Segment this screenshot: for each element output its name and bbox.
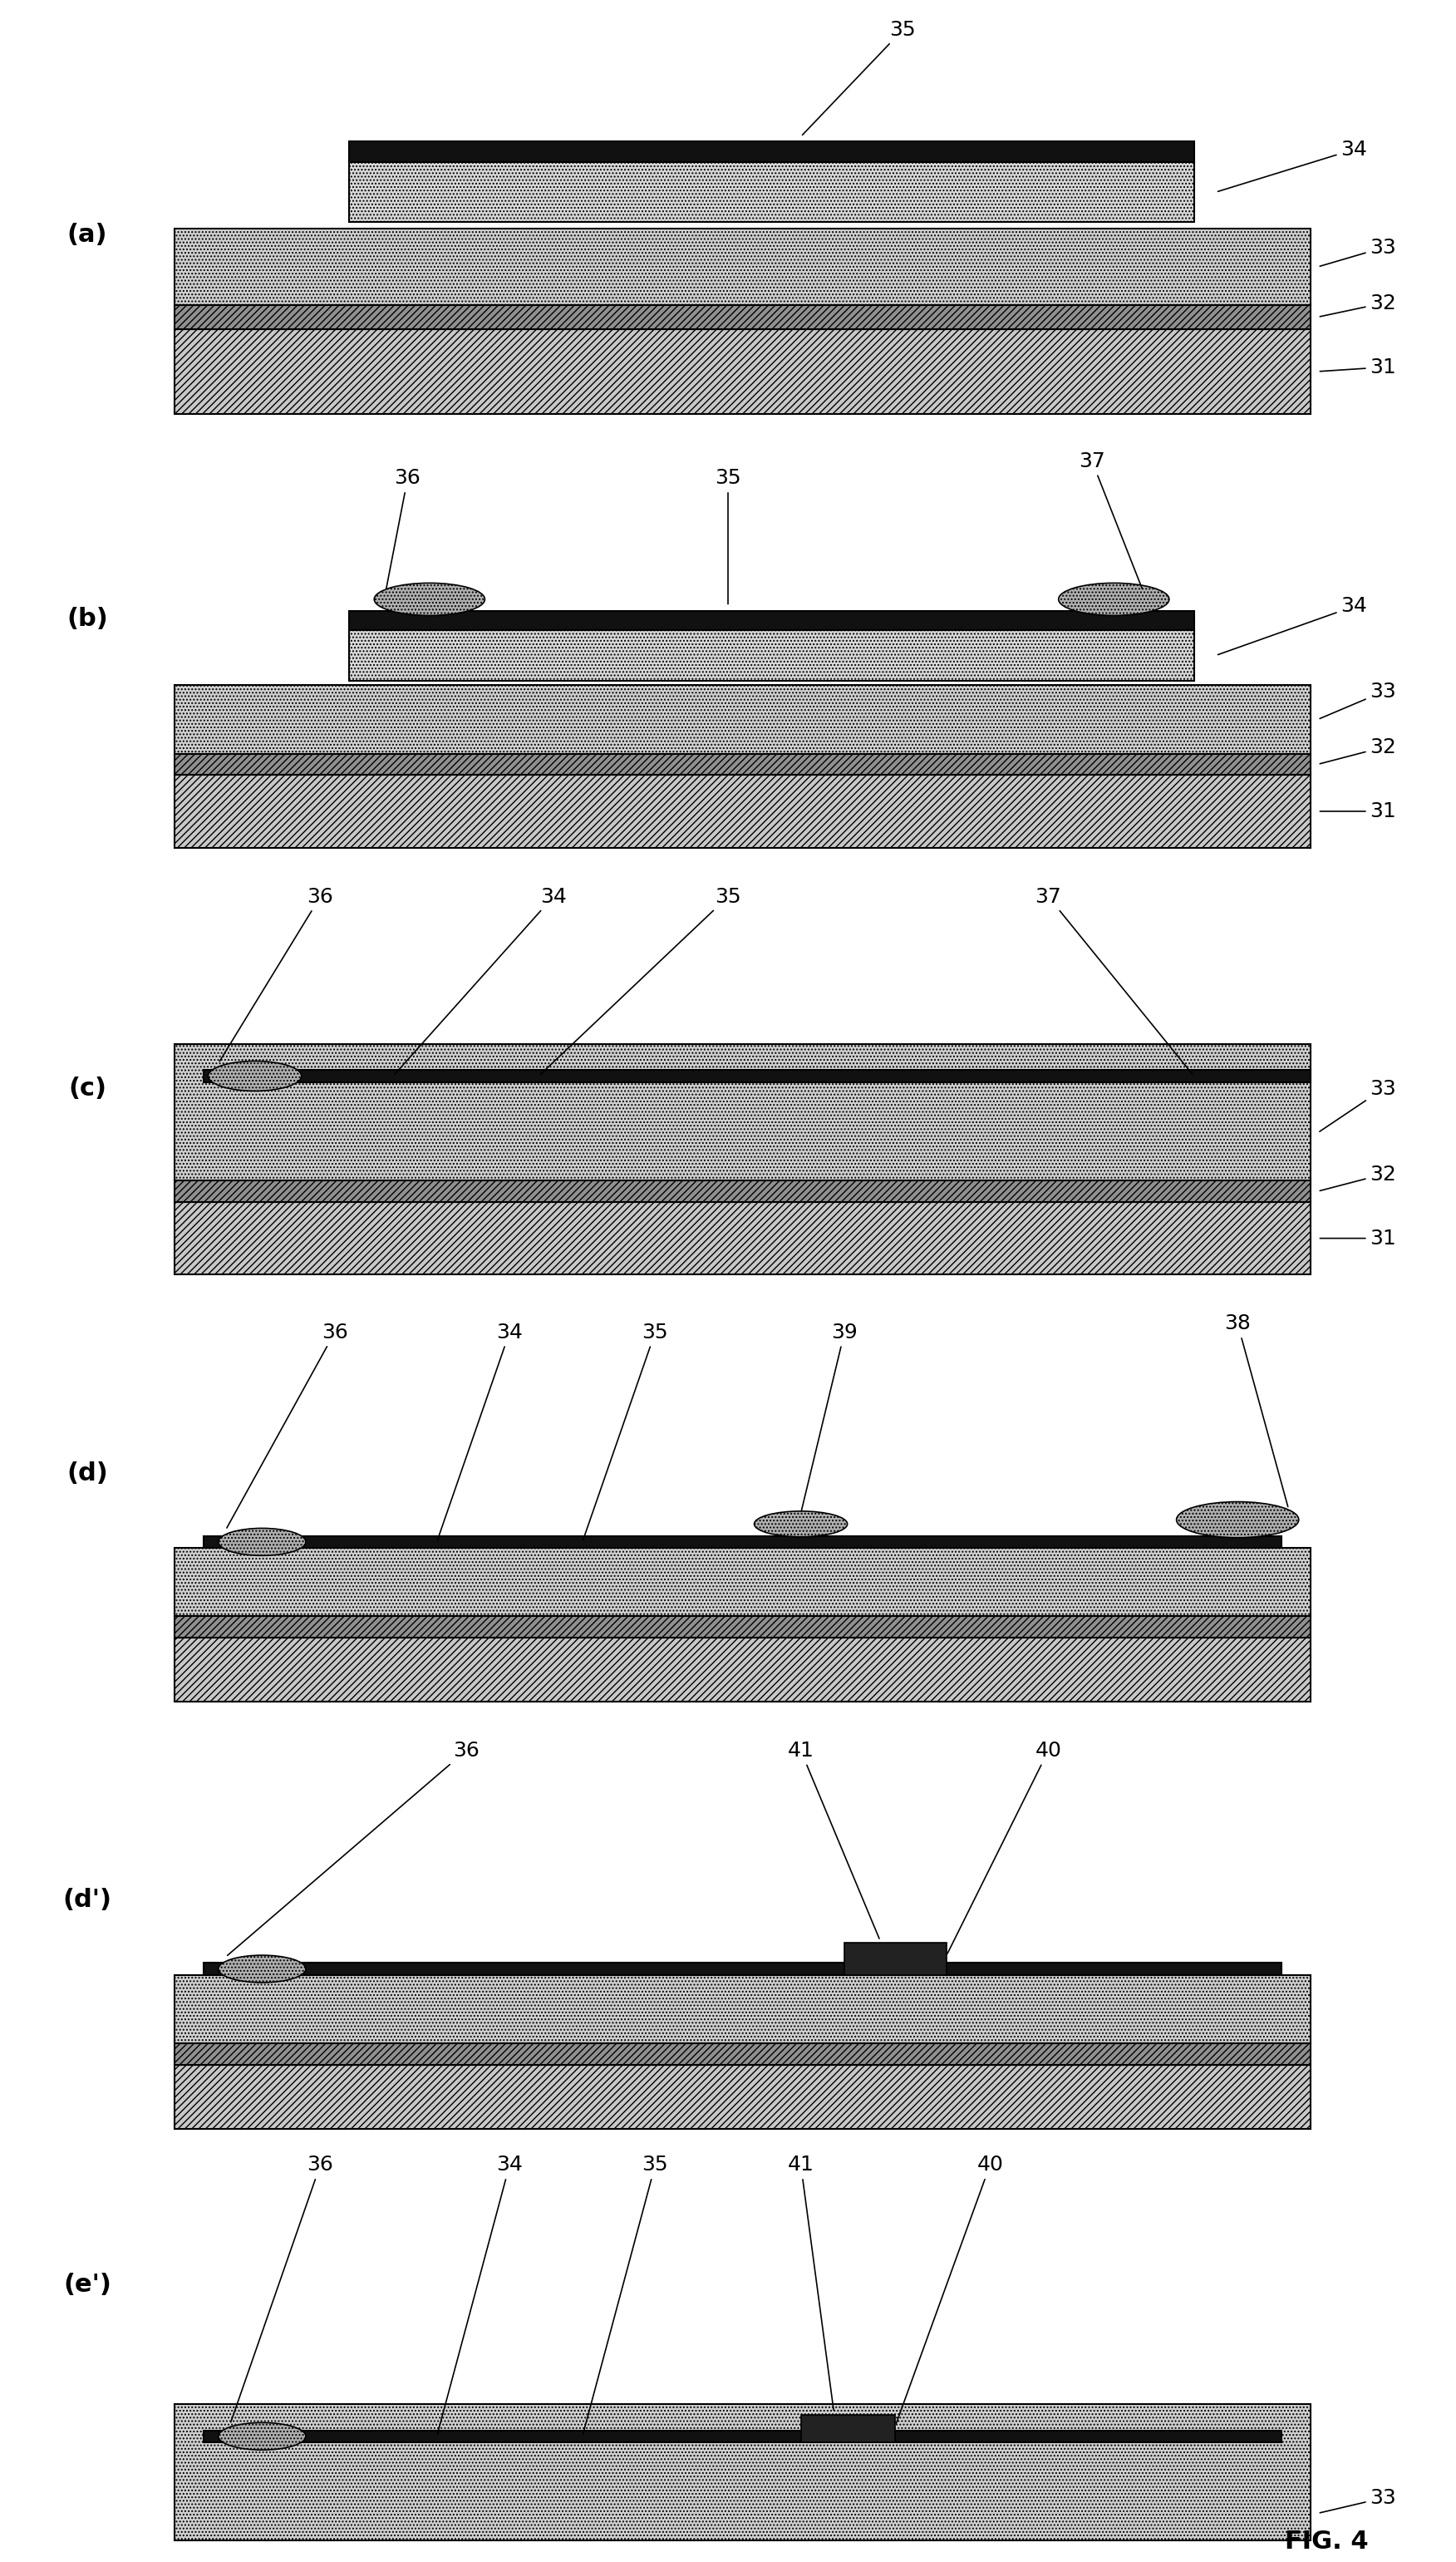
Text: 32: 32 xyxy=(1321,292,1396,318)
Text: 32: 32 xyxy=(1321,1163,1396,1191)
Bar xyxy=(204,2431,1281,2442)
Text: FIG. 4: FIG. 4 xyxy=(1286,2529,1369,2554)
Bar xyxy=(175,687,1310,753)
Text: 36: 36 xyxy=(386,469,421,589)
Text: 35: 35 xyxy=(802,20,916,136)
Bar xyxy=(175,328,1310,415)
Bar xyxy=(175,305,1310,328)
Bar xyxy=(175,1202,1310,1276)
Bar xyxy=(204,1962,1281,1975)
Text: 35: 35 xyxy=(715,469,741,605)
Bar xyxy=(844,1942,946,1975)
Ellipse shape xyxy=(218,2424,306,2449)
Text: 35: 35 xyxy=(582,2155,668,2434)
Text: 37: 37 xyxy=(1035,886,1192,1073)
Text: 34: 34 xyxy=(437,2155,523,2434)
Text: (b): (b) xyxy=(67,607,108,630)
Ellipse shape xyxy=(374,584,485,615)
Text: 38: 38 xyxy=(1224,1314,1289,1506)
Bar xyxy=(204,1537,1281,1547)
Bar xyxy=(175,776,1310,848)
Text: 41: 41 xyxy=(788,1740,879,1939)
Text: 33: 33 xyxy=(1319,681,1396,717)
Text: 41: 41 xyxy=(788,2155,834,2411)
Text: 36: 36 xyxy=(220,886,333,1061)
Text: 32: 32 xyxy=(1321,738,1396,763)
Bar xyxy=(175,753,1310,776)
Bar xyxy=(204,1071,1310,1081)
Text: 36: 36 xyxy=(227,1740,479,1955)
Text: 31: 31 xyxy=(1321,802,1396,822)
Bar xyxy=(349,630,1194,681)
Text: (e'): (e') xyxy=(63,2272,112,2296)
Bar xyxy=(175,2044,1310,2065)
Text: 36: 36 xyxy=(227,1322,348,1527)
Text: 34: 34 xyxy=(1217,597,1367,656)
Bar xyxy=(175,1975,1310,2044)
Ellipse shape xyxy=(208,1061,301,1091)
Text: 31: 31 xyxy=(1321,356,1396,377)
Ellipse shape xyxy=(218,1955,306,1983)
Text: (d'): (d') xyxy=(63,1888,112,1911)
Bar xyxy=(175,1617,1310,1637)
Bar xyxy=(175,1637,1310,1701)
Text: 35: 35 xyxy=(540,886,741,1073)
Text: 37: 37 xyxy=(1079,451,1142,589)
Text: 33: 33 xyxy=(1321,2488,1396,2513)
Bar xyxy=(349,141,1194,161)
Text: 34: 34 xyxy=(395,886,566,1073)
Ellipse shape xyxy=(1059,584,1169,615)
Text: 34: 34 xyxy=(1219,138,1367,192)
Bar xyxy=(801,2413,895,2442)
Bar xyxy=(175,2403,1310,2542)
Bar xyxy=(175,1547,1310,1617)
Text: 33: 33 xyxy=(1321,238,1396,266)
Bar xyxy=(175,1181,1310,1202)
Text: (d): (d) xyxy=(67,1460,108,1486)
Ellipse shape xyxy=(1176,1501,1299,1537)
Text: (a): (a) xyxy=(67,223,108,246)
Text: 40: 40 xyxy=(897,2155,1003,2424)
Text: 40: 40 xyxy=(948,1740,1061,1955)
Bar xyxy=(175,2065,1310,2129)
Text: 35: 35 xyxy=(584,1322,668,1540)
Text: 36: 36 xyxy=(232,2155,333,2421)
Bar xyxy=(175,228,1310,305)
Text: 33: 33 xyxy=(1319,1079,1396,1132)
Text: (c): (c) xyxy=(68,1076,106,1102)
Bar xyxy=(349,161,1194,223)
Ellipse shape xyxy=(218,1527,306,1555)
Text: 34: 34 xyxy=(438,1322,523,1540)
Bar xyxy=(175,1045,1310,1181)
Ellipse shape xyxy=(754,1512,847,1537)
Text: 31: 31 xyxy=(1321,1227,1396,1248)
Bar xyxy=(349,610,1194,630)
Text: 39: 39 xyxy=(801,1322,858,1512)
